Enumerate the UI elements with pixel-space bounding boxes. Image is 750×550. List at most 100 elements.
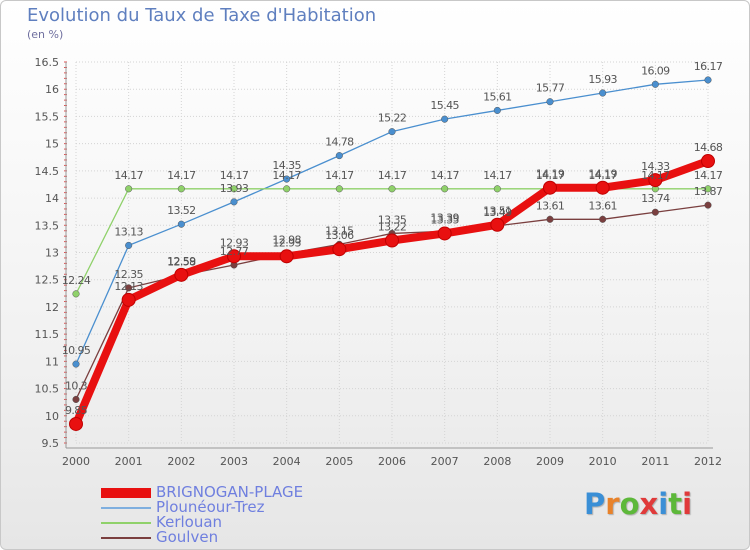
brand-letter: i bbox=[682, 487, 693, 521]
brand-letter: t bbox=[668, 487, 683, 521]
data-point bbox=[279, 249, 294, 264]
data-point bbox=[125, 185, 133, 193]
legend-item-kerlouan[interactable]: Kerlouan bbox=[101, 513, 401, 531]
data-label: 14.19 bbox=[588, 168, 617, 181]
data-label: 13.87 bbox=[694, 185, 723, 198]
data-label: 12.93 bbox=[272, 236, 301, 249]
data-label: 13.35 bbox=[378, 213, 407, 226]
data-point bbox=[125, 284, 133, 292]
data-point bbox=[493, 106, 501, 114]
x-tick-label: 2012 bbox=[694, 455, 722, 468]
y-tick-label: 14.5 bbox=[35, 165, 60, 178]
x-tick-label: 2000 bbox=[62, 455, 90, 468]
data-point bbox=[177, 220, 185, 228]
data-label: 13.39 bbox=[430, 211, 459, 224]
data-point bbox=[385, 233, 399, 248]
data-label: 14.17 bbox=[325, 169, 354, 182]
data-point bbox=[599, 89, 607, 97]
data-label: 10.3 bbox=[65, 379, 88, 392]
data-label: 12.58 bbox=[167, 255, 196, 268]
axes: 9.51010.51111.51212.51313.51414.51515.51… bbox=[35, 56, 723, 468]
legend-swatch-kerlouan bbox=[101, 522, 151, 524]
data-label: 14.17 bbox=[220, 169, 249, 182]
x-tick-label: 2009 bbox=[536, 455, 564, 468]
legend-item-goulven[interactable]: Goulven bbox=[101, 528, 401, 546]
x-tick-label: 2005 bbox=[325, 455, 353, 468]
legend-swatch-goulven bbox=[101, 537, 151, 539]
data-label: 9.85 bbox=[65, 404, 88, 417]
data-point bbox=[332, 242, 347, 257]
data-label: 15.77 bbox=[536, 82, 565, 95]
data-point bbox=[335, 152, 343, 160]
data-label: 14.19 bbox=[536, 168, 565, 181]
brand-letter: i bbox=[658, 487, 669, 521]
data-label: 13.35 bbox=[430, 213, 459, 226]
y-tick-label: 16.5 bbox=[35, 56, 60, 69]
data-label: 14.17 bbox=[588, 169, 617, 182]
data-label: 14.17 bbox=[114, 169, 143, 182]
data-label: 14.17 bbox=[430, 169, 459, 182]
data-label: 12.35 bbox=[114, 268, 143, 281]
data-point bbox=[283, 175, 291, 183]
legend-swatch-brignogan bbox=[101, 488, 151, 498]
data-label: 14.17 bbox=[536, 169, 565, 182]
data-label: 12.59 bbox=[167, 255, 196, 268]
data-point bbox=[595, 180, 610, 195]
x-tick-label: 2003 bbox=[220, 455, 248, 468]
legend-label: Kerlouan bbox=[156, 513, 223, 531]
x-tick-label: 2004 bbox=[273, 455, 301, 468]
brand-letter: o bbox=[619, 487, 640, 521]
data-label: 13.51 bbox=[483, 205, 512, 218]
data-label: 12.98 bbox=[272, 234, 301, 247]
data-point bbox=[388, 128, 396, 136]
y-tick-label: 16 bbox=[45, 83, 59, 96]
data-label: 15.45 bbox=[430, 99, 459, 112]
data-label: 12.13 bbox=[114, 280, 143, 293]
data-point bbox=[227, 249, 241, 264]
x-tick-label: 2002 bbox=[167, 455, 195, 468]
brand-letter: P bbox=[584, 487, 606, 521]
data-point bbox=[493, 185, 501, 193]
data-label: 14.17 bbox=[378, 169, 407, 182]
data-point bbox=[651, 80, 659, 88]
legend-item-plouneour[interactable]: Plounéour-Trez bbox=[101, 498, 401, 516]
data-label: 14.17 bbox=[483, 169, 512, 182]
brand-logo: Proxiti bbox=[584, 487, 692, 521]
y-tick-label: 10.5 bbox=[35, 383, 60, 396]
data-label: 14.35 bbox=[272, 159, 301, 172]
data-label: 12.93 bbox=[220, 236, 249, 249]
data-point bbox=[72, 395, 80, 404]
data-point bbox=[72, 290, 80, 298]
data-labels: 10.95 13.13 13.52 13.93 14.35 14.78 15.22 15.45… bbox=[62, 60, 724, 417]
legend-label: BRIGNOGAN-PLAGE bbox=[156, 483, 304, 501]
legend-label: Goulven bbox=[156, 528, 219, 546]
data-point bbox=[648, 173, 663, 188]
data-label: 13.93 bbox=[220, 182, 249, 195]
data-point bbox=[546, 98, 554, 106]
data-label: 15.61 bbox=[483, 90, 512, 103]
data-point bbox=[69, 416, 83, 431]
data-point bbox=[174, 267, 189, 282]
data-label: 16.09 bbox=[641, 64, 670, 77]
data-label: 14.17 bbox=[641, 169, 670, 182]
y-tick-label: 15.5 bbox=[35, 110, 60, 123]
data-point bbox=[437, 226, 452, 241]
data-point bbox=[72, 360, 80, 368]
data-point bbox=[701, 154, 715, 169]
x-tick-label: 2010 bbox=[589, 455, 617, 468]
data-point bbox=[441, 115, 449, 123]
data-point bbox=[704, 185, 712, 193]
data-point bbox=[704, 201, 712, 209]
data-label: 14.78 bbox=[325, 136, 354, 149]
legend-item-brignogan[interactable]: BRIGNOGAN-PLAGE bbox=[101, 483, 401, 501]
data-point bbox=[283, 185, 291, 193]
data-point bbox=[230, 198, 238, 206]
data-label: 13.13 bbox=[114, 225, 143, 238]
data-label: 13.49 bbox=[483, 206, 512, 219]
data-point bbox=[490, 217, 505, 232]
brand-letter: r bbox=[605, 487, 620, 521]
data-label: 13.74 bbox=[641, 192, 670, 205]
y-tick-label: 13.5 bbox=[35, 219, 60, 232]
